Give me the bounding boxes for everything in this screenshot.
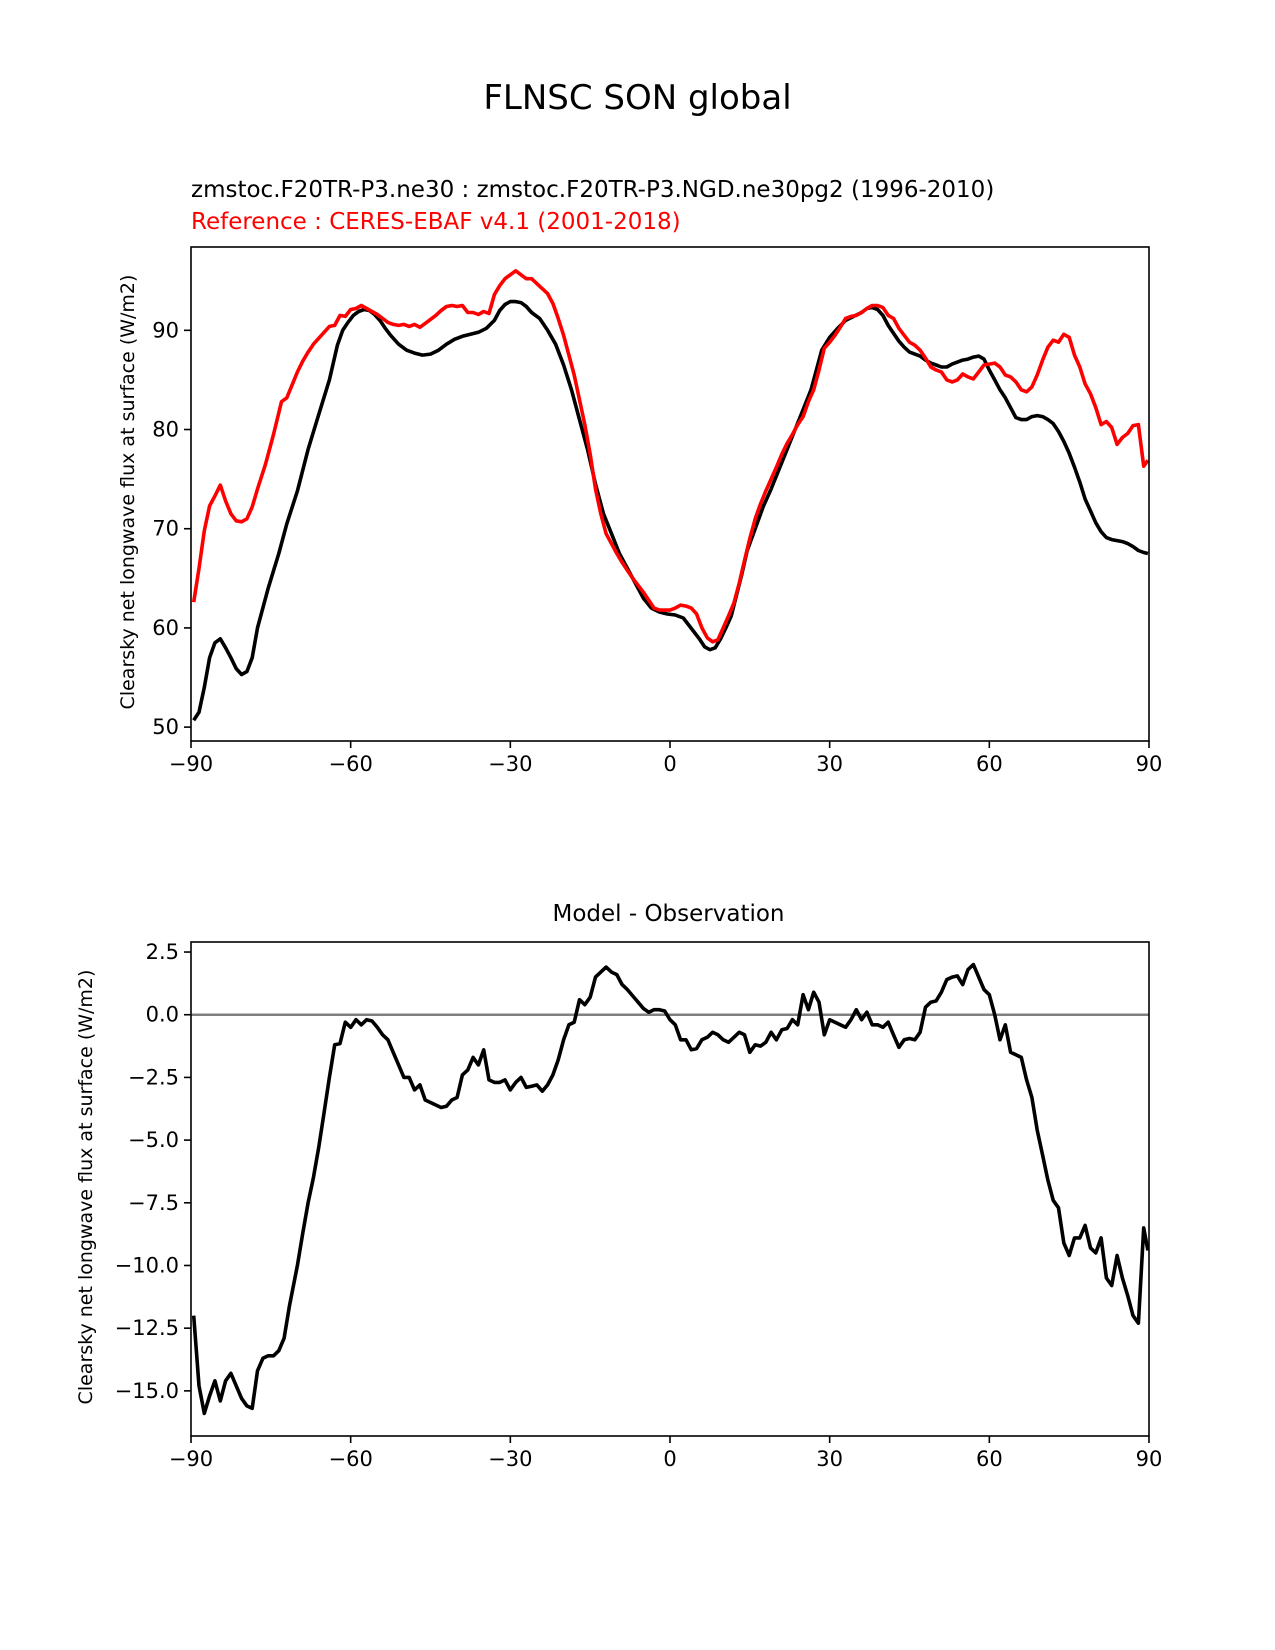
top-xtick-label: 0: [663, 752, 676, 776]
bottom-xtick-label: −60: [329, 1447, 373, 1471]
bottom-ytick-label: −15.0: [115, 1379, 179, 1403]
top-series-line-1: [191, 269, 1149, 644]
bottom-ytick-label: −7.5: [128, 1191, 179, 1215]
top-xtick-label: 30: [816, 752, 843, 776]
bottom-ytick-label: −2.5: [128, 1065, 179, 1089]
bottom-panel-ylabel: Clearsky net longwave flux at surface (W…: [75, 970, 97, 1405]
top-panel-ylabel: Clearsky net longwave flux at surface (W…: [117, 275, 139, 710]
top-ytick-label: 60: [152, 616, 179, 640]
top-xtick-label: −60: [329, 752, 373, 776]
top-ytick-label: 50: [152, 715, 179, 739]
top-panel: zmstoc.F20TR-P3.ne30 : zmstoc.F20TR-P3.N…: [117, 177, 1162, 776]
bottom-xtick-label: 0: [663, 1447, 676, 1471]
top-series-line-0: [192, 299, 1149, 722]
top-ytick-label: 70: [152, 517, 179, 541]
top-panel-reference-title: Reference : CERES-EBAF v4.1 (2001-2018): [191, 209, 681, 235]
top-plot-area: −90 −60 −30 0 30 60 90 50 60 70 80 90: [152, 246, 1163, 776]
bottom-ytick-label: −12.5: [115, 1316, 179, 1340]
bottom-ytick-label: −10.0: [115, 1253, 179, 1277]
bottom-xtick-label: 60: [976, 1447, 1003, 1471]
top-xtick-label: −30: [488, 752, 532, 776]
bottom-xtick-label: 30: [816, 1447, 843, 1471]
top-ytick-label: 90: [152, 318, 179, 342]
bottom-ytick-label: −5.0: [128, 1128, 179, 1152]
bottom-series-line-0: [191, 962, 1149, 1416]
bottom-xtick-label: 90: [1136, 1447, 1163, 1471]
bottom-panel: Model - Observation Clearsky net longwav…: [75, 901, 1162, 1471]
top-panel-test-title: zmstoc.F20TR-P3.ne30 : zmstoc.F20TR-P3.N…: [191, 177, 994, 203]
bottom-xtick-label: −30: [488, 1447, 532, 1471]
bottom-ytick-label: 2.5: [146, 940, 179, 964]
bottom-ytick-label: 0.0: [146, 1003, 179, 1027]
bottom-xtick-label: −90: [169, 1447, 213, 1471]
top-xtick-label: 60: [976, 752, 1003, 776]
bottom-plot-area: −90 −60 −30 0 30 60 90 2.5 0.0 −2.5 −5.0 −7.5 −10.0 −…: [115, 940, 1163, 1471]
bottom-panel-title: Model - Observation: [552, 901, 784, 927]
figure-suptitle: FLNSC SON global: [483, 78, 791, 118]
top-xtick-label: 90: [1136, 752, 1163, 776]
top-ytick-label: 80: [152, 418, 179, 442]
top-xtick-label: −90: [169, 752, 213, 776]
